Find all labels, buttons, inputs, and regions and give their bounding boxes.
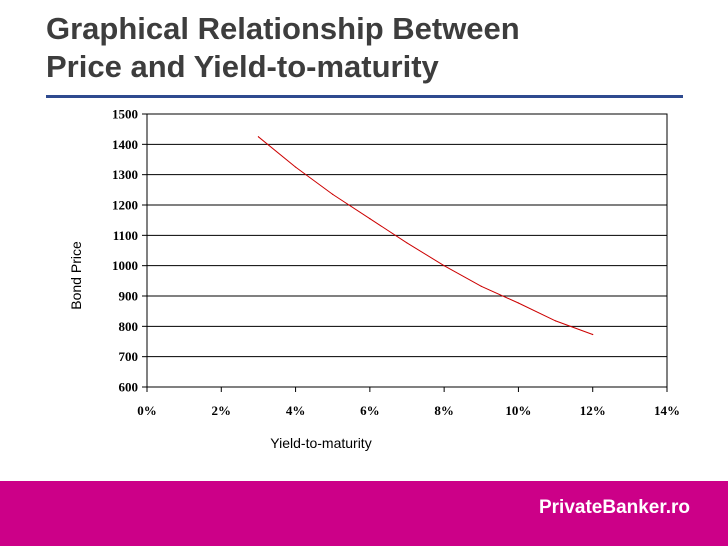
grid-lines: [147, 113, 667, 388]
data-point: [480, 285, 482, 287]
data-point: [332, 193, 334, 195]
data-point: [257, 136, 260, 138]
data-point: [592, 333, 594, 336]
price-yield-chart: 600 700 800 900 1000 1100 1200 1300 1400 1500 0% 2…: [68, 107, 680, 452]
y-tick-label: 1200: [112, 198, 138, 213]
series-line-0: [258, 136, 593, 335]
x-tick-label: 14%: [654, 403, 680, 418]
footer-bar: PrivateBanker.ro: [0, 481, 728, 546]
data-point: [294, 166, 297, 168]
x-tick-label: 0%: [137, 403, 157, 418]
slide-title-line-2: Price and Yield-to-maturity: [46, 49, 439, 84]
data-point: [406, 242, 408, 244]
brand-label: PrivateBanker.ro: [538, 497, 690, 518]
x-tick-label: 12%: [580, 403, 606, 418]
y-tick-label: 1500: [112, 107, 138, 122]
x-axis-title: Yield-to-maturity: [270, 435, 371, 451]
slide-title-line-1: Graphical Relationship Between: [46, 11, 520, 46]
data-point: [443, 265, 445, 267]
data-point: [517, 302, 520, 304]
y-axis-title: Bond Price: [68, 241, 84, 310]
x-tick-label: 6%: [360, 403, 380, 418]
y-tick-label: 700: [119, 349, 139, 364]
x-tick-label: 10%: [505, 403, 531, 418]
plot-area-border: [146, 113, 668, 388]
y-tick-label: 1000: [112, 258, 138, 273]
x-tick-label: 2%: [212, 403, 232, 418]
title-underline: [46, 95, 683, 98]
y-tick-label: 1100: [113, 228, 138, 243]
series-group: [257, 136, 594, 336]
data-point: [554, 320, 557, 322]
y-tick-label: 800: [119, 319, 139, 334]
y-tick-label: 1300: [112, 167, 138, 182]
y-axis-tick-labels: 600 700 800 900 1000 1100 1200 1300 1400 1500: [112, 107, 147, 395]
data-point: [369, 218, 371, 220]
x-tick-label: 4%: [286, 403, 306, 418]
x-tick-label: 8%: [434, 403, 454, 418]
x-axis-tick-labels: 0% 2% 4% 6% 8% 10% 12% 14%: [137, 387, 680, 418]
slide-title: Graphical Relationship Between Price and…: [46, 10, 706, 86]
y-tick-label: 1400: [112, 137, 138, 152]
y-tick-label: 600: [119, 380, 139, 395]
y-tick-label: 900: [119, 289, 139, 304]
